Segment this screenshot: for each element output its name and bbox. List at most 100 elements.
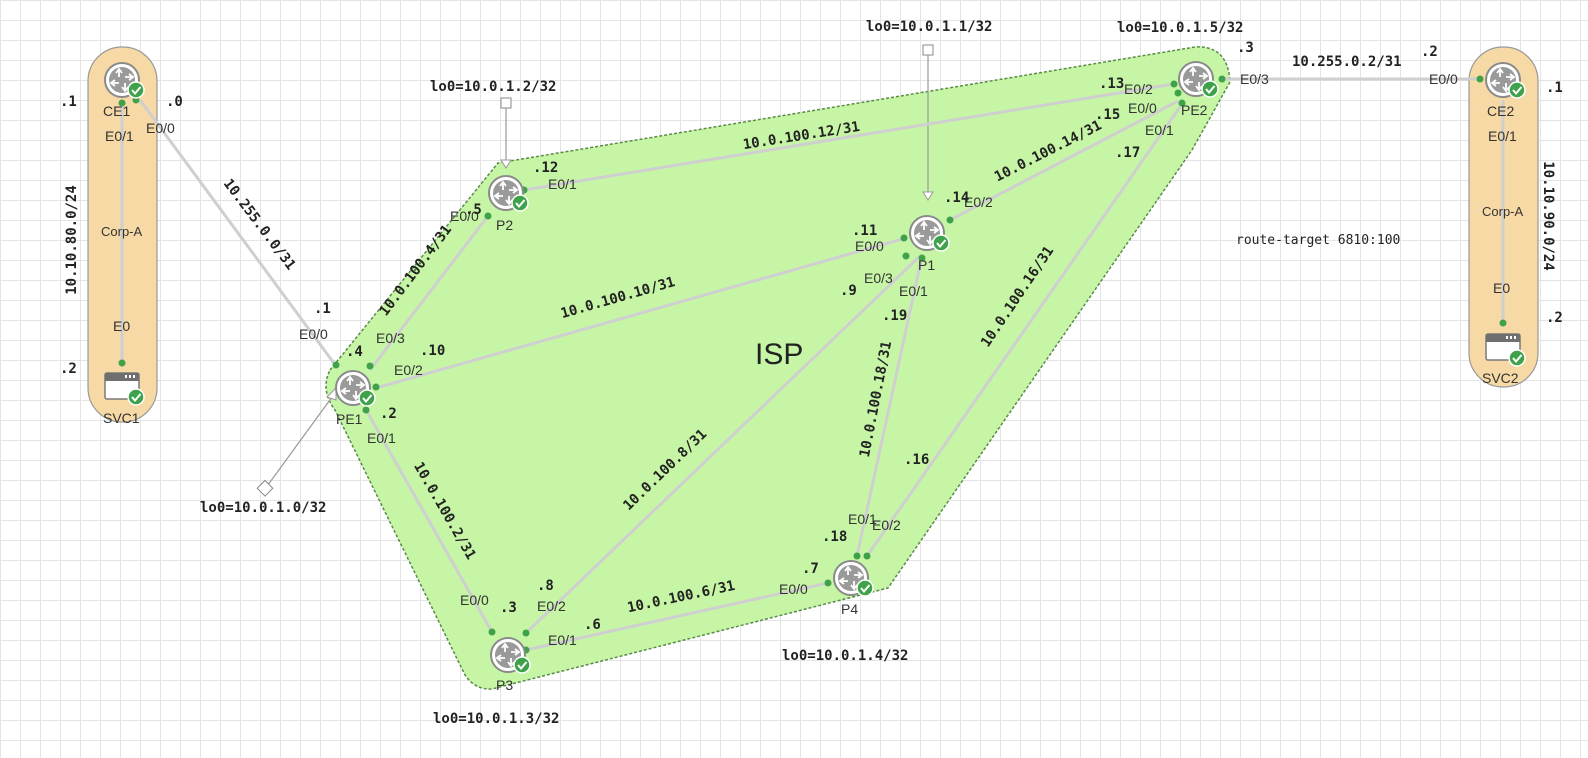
- hostid-p1-p3: .9: [840, 283, 857, 299]
- intf-ce2-e01: E0/1: [1488, 128, 1517, 144]
- hostid-ce1-wan: .0: [166, 94, 183, 110]
- hostid-p3-pe1: .3: [500, 600, 517, 616]
- hostid-p1-p4: .19: [882, 308, 907, 324]
- hostid-p3-p1: .8: [537, 578, 554, 594]
- status-check-icon: [513, 656, 531, 674]
- subnet-pe2-ce2: 10.255.0.2/31: [1292, 54, 1402, 70]
- intf-p1-e02: E0/2: [964, 194, 993, 210]
- loopback-p4: lo0=10.0.1.4/32: [782, 648, 908, 664]
- intf-p4-e01: E0/1: [848, 511, 877, 527]
- hostid-pe1-p1: .10: [420, 343, 445, 359]
- host-id-labels: .1 .2 .0 .1 .4 .10 .2 .5 .12 .11 .9 .19 …: [60, 40, 1563, 633]
- intf-pe2-e03: E0/3: [1240, 71, 1269, 87]
- intf-pe2-e01: E0/1: [1145, 122, 1174, 138]
- hostid-p1-pe1: .11: [852, 223, 877, 239]
- loopback-p2: lo0=10.0.1.2/32: [430, 79, 556, 95]
- device-name-p3: P3: [496, 677, 513, 693]
- intf-p3-e01: E0/1: [548, 632, 577, 648]
- hostid-p2-pe1: .5: [465, 202, 482, 218]
- intf-svc2-e0: E0: [1493, 280, 1510, 296]
- intf-p1-e01: E0/1: [899, 283, 928, 299]
- hostid-pe2-wan: .3: [1237, 40, 1254, 56]
- hostid-pe2-p2: .13: [1099, 76, 1124, 92]
- link-pe1-p1: [375, 236, 907, 390]
- status-check-icon: [1201, 80, 1219, 98]
- hostid-p3-p4: .6: [584, 617, 601, 633]
- hostid-pe1-wan: .1: [314, 301, 331, 317]
- intf-p1-e03: E0/3: [864, 270, 893, 286]
- hostid-svc1: .2: [60, 361, 77, 377]
- intf-pe1-e03: E0/3: [376, 330, 405, 346]
- link-pe1-p2: [368, 215, 490, 371]
- status-check-icon: [127, 388, 145, 406]
- hostid-ce2-wan: .2: [1421, 44, 1438, 60]
- device-name-p2: P2: [496, 217, 513, 233]
- device-name-svc1: SVC1: [103, 410, 140, 426]
- intf-p3-e02: E0/2: [537, 598, 566, 614]
- device-name-p4: P4: [841, 601, 858, 617]
- hostid-p4-p3: .7: [802, 561, 819, 577]
- intf-svc1-e0: E0: [113, 318, 130, 334]
- hostid-p2-pe2: .12: [533, 160, 558, 176]
- intf-pe2-e02: E0/2: [1124, 81, 1153, 97]
- device-name-pe2: PE2: [1181, 102, 1208, 118]
- intf-ce1-e01: E0/1: [105, 128, 134, 144]
- hostid-pe1-p3: .2: [380, 406, 397, 422]
- status-check-icon: [358, 389, 376, 407]
- status-check-icon: [1508, 81, 1526, 99]
- loopback-pe1: lo0=10.0.1.0/32: [200, 500, 326, 516]
- site-label-right: Corp-A: [1482, 204, 1524, 219]
- link-pe1-p3: [364, 409, 494, 633]
- status-check-icon: [127, 81, 145, 99]
- intf-ce1-e00: E0/0: [146, 120, 175, 136]
- site-label-left: Corp-A: [101, 224, 143, 239]
- intf-pe1-e00: E0/0: [299, 326, 328, 342]
- hostid-p1-pe2: .14: [944, 190, 969, 206]
- loopback-labels: lo0=10.0.1.0/32 lo0=10.0.1.1/32 lo0=10.0…: [200, 19, 1243, 727]
- loopback-p1: lo0=10.0.1.1/32: [866, 19, 992, 35]
- status-check-icon: [932, 234, 950, 252]
- hostid-svc2: .2: [1546, 310, 1563, 326]
- loopback-pe2: lo0=10.0.1.5/32: [1117, 20, 1243, 36]
- hostid-p4-p1: .18: [822, 529, 847, 545]
- hostid-pe1-p2: .4: [346, 344, 363, 360]
- intf-pe1-e02: E0/2: [394, 362, 423, 378]
- hostid-pe2-p1: .15: [1095, 107, 1120, 123]
- device-name-ce1: CE1: [103, 103, 130, 119]
- status-check-icon: [856, 579, 874, 597]
- cloud-label: ISP: [755, 338, 803, 371]
- hostid-ce2-site: .1: [1546, 80, 1563, 96]
- intf-pe1-e01: E0/1: [367, 430, 396, 446]
- link-p4-pe2: [865, 103, 1184, 557]
- hostid-pe2-p4: .17: [1115, 145, 1140, 161]
- hostid-ce1-site: .1: [60, 94, 77, 110]
- status-check-icon: [1508, 349, 1526, 367]
- links: [120, 77, 1505, 652]
- device-name-p1: P1: [918, 257, 935, 273]
- intf-p3-e00: E0/0: [460, 592, 489, 608]
- intf-p2-e00: E0/0: [450, 208, 479, 224]
- intf-p4-e00: E0/0: [779, 581, 808, 597]
- intf-p4-e02: E0/2: [872, 517, 901, 533]
- device-name-pe1: PE1: [336, 411, 363, 427]
- intf-pe2-e00: E0/0: [1128, 100, 1157, 116]
- site-subnet-right: 10.10.90.0/24: [1540, 161, 1556, 271]
- intf-ce2-e00: E0/0: [1429, 71, 1458, 87]
- status-check-icon: [511, 194, 529, 212]
- interface-labels: E0/1 E0/0 E0 E0/0 E0/3 E0/2 E0/1 E0/0 E0…: [105, 71, 1517, 648]
- link-p3-p4: [525, 581, 829, 652]
- device-name-svc2: SVC2: [1482, 370, 1519, 386]
- intf-p1-e00: E0/0: [855, 238, 884, 254]
- link-p2-pe2: [523, 82, 1175, 192]
- device-name-ce2: CE2: [1487, 103, 1514, 119]
- link-p1-pe2: [949, 99, 1179, 222]
- route-target-note: route-target 6810:100: [1236, 233, 1400, 248]
- link-p3-p1: [524, 254, 922, 635]
- link-ce1-pe1: [138, 99, 338, 367]
- loopback-p3: lo0=10.0.1.3/32: [433, 711, 559, 727]
- site-subnet-left: 10.10.80.0/24: [64, 185, 80, 295]
- hostid-p4-pe2: .16: [904, 452, 929, 468]
- link-p1-p4: [855, 255, 924, 557]
- device-names: CE1 SVC1 PE1 P2 P1 PE2 CE2 SVC2 P3 P4: [103, 102, 1519, 693]
- intf-p2-e01: E0/1: [548, 176, 577, 192]
